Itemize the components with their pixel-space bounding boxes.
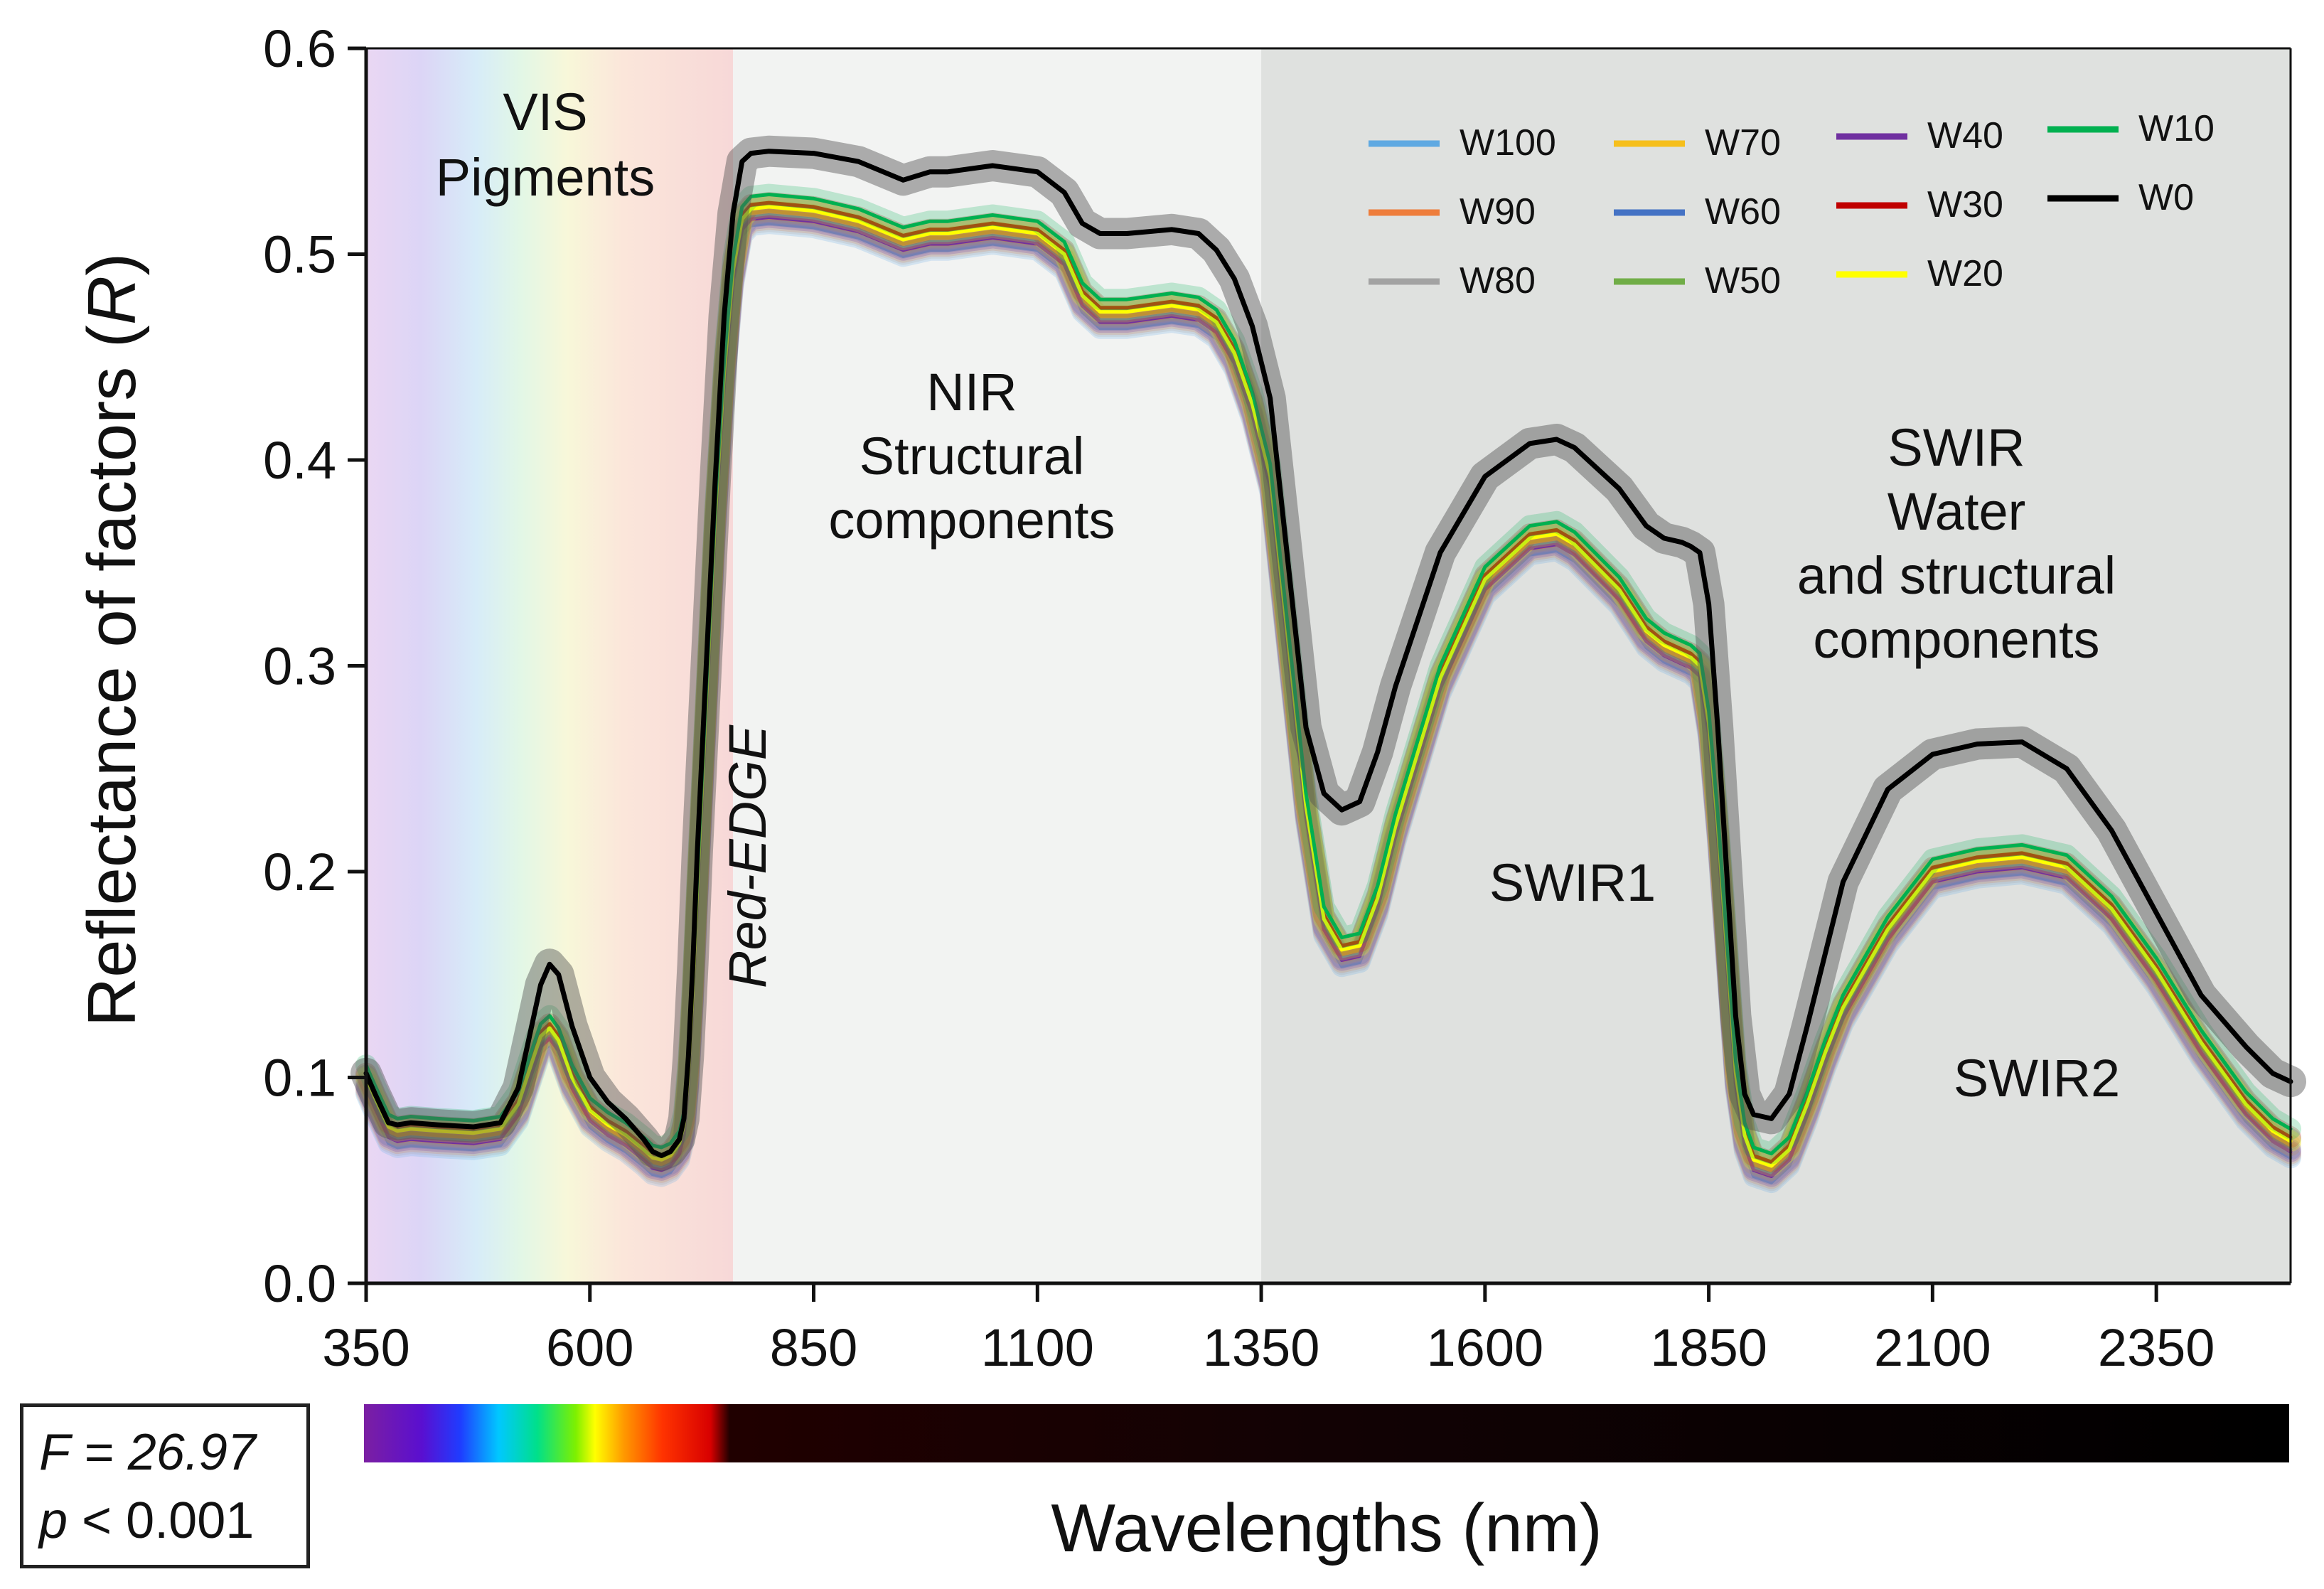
legend-label-w20: W20	[1927, 253, 2003, 294]
swir-region-background	[1261, 48, 2291, 1283]
swir2-label: SWIR2	[1954, 1049, 2120, 1108]
series-line-w20	[364, 205, 2293, 1168]
y-tick-label: 0.0	[263, 1254, 336, 1313]
series-line-w70	[364, 209, 2293, 1172]
x-tick-label: 2100	[1874, 1318, 1991, 1377]
legend-label-w0: W0	[2138, 177, 2194, 218]
legend-label-w10: W10	[2138, 108, 2215, 149]
series-line-w80	[364, 219, 2293, 1182]
statistics-box: F = 26.97 p < 0.001	[20, 1403, 310, 1568]
nir-label-line1: NIR	[926, 363, 1017, 422]
legend-label-w70: W70	[1705, 122, 1781, 164]
x-tick-label: 1350	[1203, 1318, 1320, 1377]
nir-label-line2: Structural	[860, 427, 1085, 486]
y-tick-label: 0.1	[263, 1049, 336, 1108]
y-tick-label: 0.3	[263, 637, 336, 696]
vis-label-line2: Pigments	[436, 148, 655, 207]
y-tick-label: 0.4	[263, 431, 336, 490]
legend-label-w50: W50	[1705, 260, 1781, 301]
vis-region-background	[366, 48, 734, 1283]
y-tick-label: 0.5	[263, 225, 336, 284]
vis-label-line1: VIS	[503, 82, 587, 141]
x-tick-label: 850	[770, 1318, 857, 1377]
series-line-w40	[364, 215, 2293, 1178]
swir1-label: SWIR1	[1489, 853, 1656, 912]
legend-label-w80: W80	[1460, 260, 1536, 301]
series-lines	[350, 135, 2306, 1194]
swir-label-line1: SWIR	[1887, 418, 2025, 477]
axes: 0.0 0.1 0.2 0.3 0.4 0.5 0.6 350 600 850 1100 1350 16…	[263, 19, 2292, 1377]
wavelength-color-bar	[364, 1404, 2289, 1462]
p-letter: p	[39, 1492, 68, 1549]
series-line-w30	[364, 200, 2293, 1164]
series-line-w10	[364, 193, 2293, 1156]
legend-label-w40: W40	[1927, 115, 2003, 156]
region-labels: VIS Pigments Red-EDGE NIR Structural com…	[436, 82, 2120, 1108]
legend-label-w60: W60	[1705, 191, 1781, 232]
series-line-w0	[363, 149, 2293, 1158]
legend-label-w30: W30	[1927, 184, 2003, 225]
y-tick-label: 0.6	[263, 19, 336, 78]
x-tick-label: 600	[546, 1318, 633, 1377]
y-axis-title: Reflectance of factors (R)	[74, 253, 150, 1027]
y-tick-label: 0.2	[263, 842, 336, 901]
p-value-text: < 0.001	[68, 1492, 255, 1549]
swir-label-line2: Water	[1887, 482, 2026, 541]
x-tick-label: 1850	[1650, 1318, 1767, 1377]
legend-label-w90: W90	[1460, 191, 1536, 232]
nir-region-background	[733, 48, 1262, 1283]
nir-label-line3: components	[828, 491, 1115, 550]
swir-label-line4: components	[1813, 610, 2099, 669]
x-axis-title: Wavelengths (nm)	[1051, 1490, 1602, 1566]
x-tick-label: 1600	[1427, 1318, 1544, 1377]
f-statistic: F = 26.97	[39, 1424, 256, 1481]
swir-label-line3: and structural	[1797, 546, 2116, 605]
x-tick-label: 2350	[2098, 1318, 2215, 1377]
legend-label-w100: W100	[1460, 122, 1556, 164]
p-value: p < 0.001	[39, 1487, 291, 1555]
legend: W100 W90 W80 W70 W60 W50 W40 W30 W20 W10 W0	[1369, 108, 2215, 301]
x-tick-label: 1100	[981, 1318, 1094, 1377]
x-tick-label: 350	[322, 1318, 409, 1377]
red-edge-label: Red-EDGE	[718, 724, 777, 988]
